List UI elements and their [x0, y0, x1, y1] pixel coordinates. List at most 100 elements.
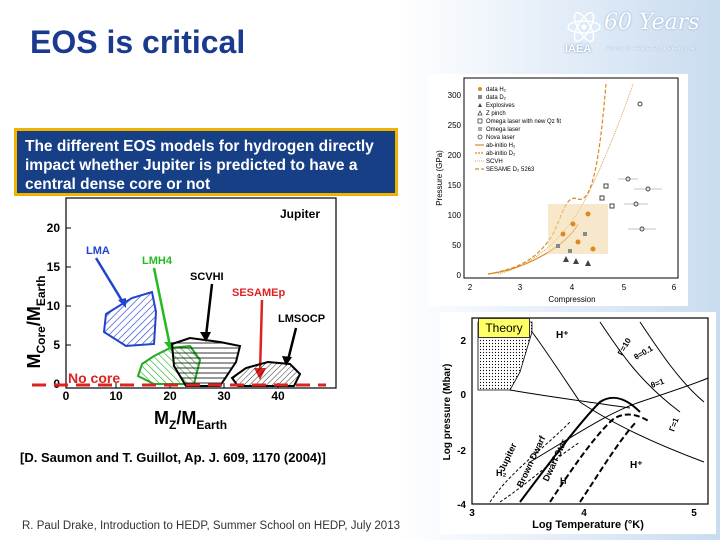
plot-frame: [471, 317, 709, 505]
dwarf-star-isentrope: [579, 421, 637, 503]
svg-text:-4: -4: [457, 500, 466, 511]
dotted-region: [477, 321, 533, 391]
sesame-curve: [487, 83, 607, 275]
logo-org: IAEA: [565, 43, 592, 55]
y-tick-label: 10: [47, 299, 61, 313]
legend-entry: data H₂: [486, 87, 507, 93]
jupiter-curve-label: Jupiter: [497, 441, 519, 473]
theta1-line: [529, 377, 709, 463]
legend: data H₂ data D₂ Explosives Z pinch Omega…: [475, 87, 561, 173]
theory-badge: Theory: [478, 318, 530, 338]
legend-entry: Explosives: [486, 103, 515, 109]
legend-entry: SCVH: [486, 159, 503, 165]
y-axis-label: Pressure (GPa): [435, 150, 444, 206]
theta-01-label: θ=0.1: [633, 344, 655, 362]
svg-text:4: 4: [570, 283, 575, 292]
phase-diagram-figure: 2 0 -2 -4 3 4 5 Log Temperature (°K) Log…: [440, 312, 716, 534]
x-tick-label: 0: [63, 389, 70, 403]
svg-text:0: 0: [457, 271, 462, 280]
hugoniot-figure: 300 250 200 150 100 50 0 2 3 4 5 6 Compr…: [428, 74, 688, 306]
svg-text:50: 50: [452, 241, 461, 250]
jupiter-isentrope: [519, 396, 641, 503]
gamma1-line: [579, 401, 705, 463]
svg-text:-2: -2: [457, 446, 466, 457]
x-axis-label: MZ/MEarth: [154, 408, 227, 432]
svg-text:6: 6: [672, 283, 677, 292]
data-points: [548, 101, 662, 266]
legend-entry: Nova laser: [486, 135, 515, 141]
svg-text:0: 0: [460, 390, 466, 401]
lmsocp-region: [230, 360, 302, 387]
legend-entry: ab-initio D₂: [486, 151, 516, 157]
no-core-label: No core: [68, 370, 120, 386]
x-axis-label: Log Temperature (°K): [532, 519, 644, 531]
brown-dwarf-isentrope: [549, 413, 651, 503]
logo-years: 60 Years: [604, 10, 700, 35]
lma-arrow: [94, 257, 126, 305]
x-tick-label: 40: [271, 389, 285, 403]
legend-entry: data D₂: [486, 95, 507, 101]
lmsocp-arrow: [286, 327, 298, 361]
svg-text:200: 200: [448, 151, 462, 160]
callout-box: The different EOS models for hydrogen di…: [14, 128, 398, 196]
x-ticks: 2 3 4 5 6: [468, 283, 677, 292]
h2-label: H₂: [496, 468, 507, 478]
svg-text:150: 150: [448, 181, 462, 190]
scvh-label: SCVHI: [190, 271, 224, 283]
phase-line: [531, 331, 581, 403]
svg-text:3: 3: [518, 283, 523, 292]
lma-label: LMA: [86, 245, 110, 257]
theta-1-label: θ=1: [650, 377, 666, 390]
iaea-logo: 60 Years IAEA Atoms for Peace and Develo…: [560, 10, 710, 60]
dashed-line: [499, 441, 581, 503]
x-ticks: 0 10 20 30 40: [63, 383, 285, 403]
y-ticks: 300 250 200 150 100 50 0: [448, 91, 462, 280]
scvh-curve: [497, 83, 634, 275]
legend-entry: ab-initio H₂: [486, 143, 516, 149]
phase-line: [509, 389, 631, 409]
x-ticks: 3 4 5: [469, 508, 697, 519]
hplus-label: H⁺: [630, 460, 643, 471]
y-ticks: 20 15 10 5 0: [47, 221, 71, 391]
lmh4-arrow: [152, 267, 172, 347]
svg-text:3: 3: [469, 508, 475, 519]
scvh-region: [170, 336, 242, 387]
plot-frame: [463, 77, 679, 279]
y-axis-label: Log pressure (Mbar): [442, 364, 453, 461]
callout-text: The different EOS models for hydrogen di…: [25, 138, 374, 193]
lmh4-label: LMH4: [142, 255, 173, 267]
dashed-line: [489, 421, 571, 503]
y-ticks: 2 0 -2 -4: [457, 336, 466, 511]
x-tick-label: 20: [163, 389, 177, 403]
svg-text:4: 4: [581, 508, 587, 519]
svg-text:MZ/MEarth: MZ/MEarth: [154, 408, 227, 432]
scvh-arrow: [204, 283, 214, 337]
y-axis-label: MCore/MEarth: [24, 275, 48, 368]
x-tick-label: 30: [217, 389, 231, 403]
jupiter-core-figure: 20 15 10 5 0 0 10 20 30 40 MCore/MEarth: [14, 196, 344, 434]
legend-entry: Omega laser with new Qz fit: [486, 119, 561, 125]
svg-text:5: 5: [691, 508, 697, 519]
svg-text:2: 2: [468, 283, 473, 292]
slide-title: EOS is critical: [30, 24, 246, 60]
jupiter-label: Jupiter: [280, 207, 320, 221]
legend-entry: SESAME D₂ 5263: [486, 167, 535, 173]
h-label: H: [560, 476, 567, 486]
x-tick-label: 10: [109, 389, 123, 403]
y-tick-label: 20: [47, 221, 61, 235]
y-tick-label: 15: [47, 260, 61, 274]
slide-footer: R. Paul Drake, Introduction to HEDP, Sum…: [22, 520, 400, 532]
lma-region: [102, 290, 158, 348]
atom-icon: [567, 12, 601, 42]
sesame-label: SESAMEp: [232, 287, 285, 299]
gamma-10-label: Γ=10: [616, 336, 633, 357]
hplus-label: H⁺: [556, 330, 569, 341]
gamma-1-label: Γ=1: [667, 416, 680, 433]
y-tick-label: 5: [53, 338, 60, 352]
svg-text:5: 5: [622, 283, 627, 292]
svg-text:MCore/MEarth: MCore/MEarth: [24, 275, 48, 368]
x-axis-label: Compression: [548, 295, 595, 304]
plot-frame: [65, 197, 337, 389]
svg-text:300: 300: [448, 91, 462, 100]
legend-entry: Omega laser: [486, 127, 520, 133]
